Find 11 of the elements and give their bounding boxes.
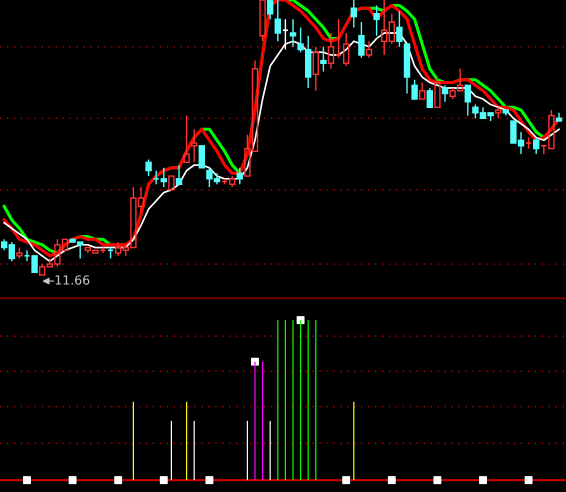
text: 11.66 [56, 275, 90, 285]
candlestick [396, 10, 403, 48]
candlestick [152, 170, 160, 185]
candlestick [320, 46, 327, 72]
candlestick [290, 18, 296, 48]
candlestick [373, 4, 380, 36]
candlestick [350, 0, 357, 28]
candlestick [190, 128, 198, 163]
candlestick [274, 0, 281, 42]
candlestick [160, 167, 167, 188]
candlestick [358, 21, 365, 58]
